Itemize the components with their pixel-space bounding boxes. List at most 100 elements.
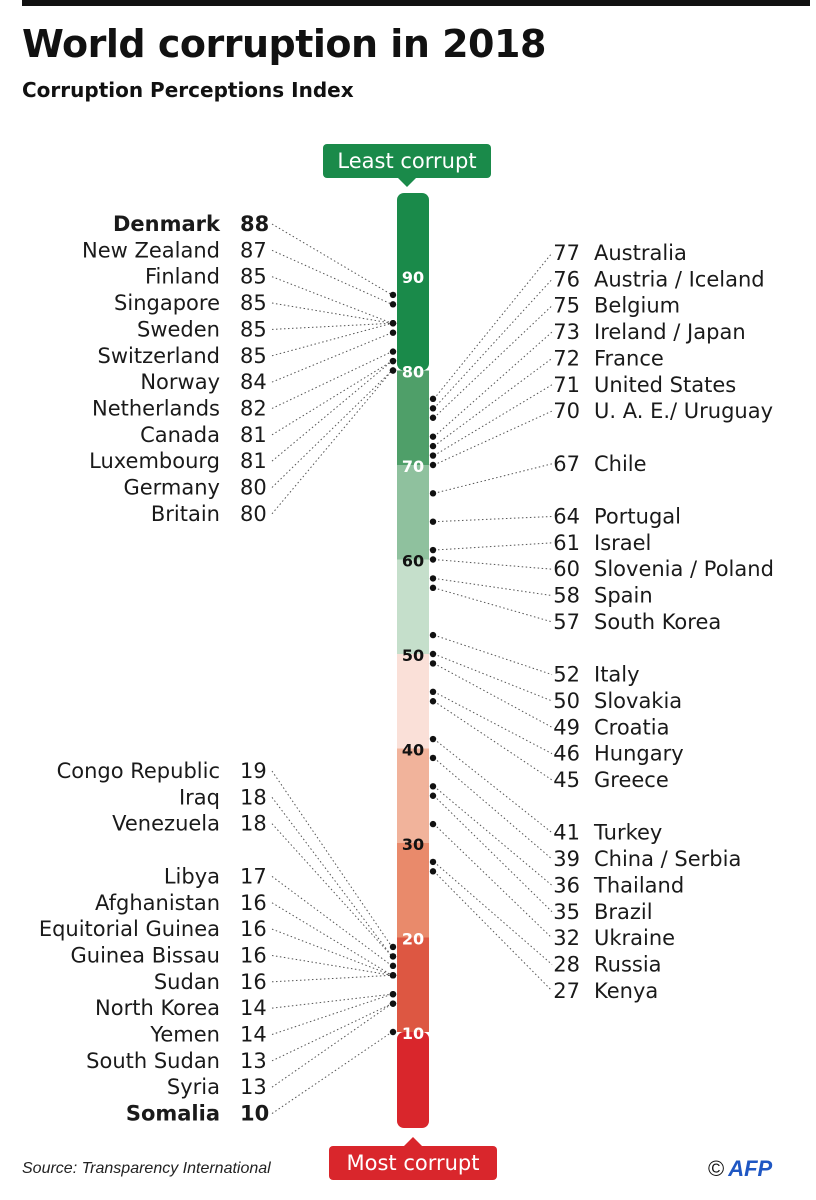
source-note: Source: Transparency International — [22, 1160, 271, 1177]
leader-line-australia — [433, 252, 553, 400]
data-point-slovenia-poland — [429, 556, 437, 563]
leader-line-switzerland — [271, 322, 393, 357]
top-rule — [22, 0, 810, 6]
color-band-70-80 — [397, 370, 429, 465]
leader-line-equitorial-guinea — [271, 928, 393, 976]
afp-logo: AFP — [728, 1156, 773, 1181]
score-label-finland: 85 — [240, 265, 267, 289]
score-label-netherlands: 82 — [240, 396, 267, 420]
score-label-britain: 80 — [240, 502, 267, 526]
data-point-turkey — [429, 735, 437, 743]
score-label-u-a-e-uruguay: 70 — [553, 399, 580, 423]
country-label-new-zealand: New Zealand — [82, 238, 220, 262]
tick-label-30: 30 — [402, 835, 424, 854]
tick-label-70: 70 — [402, 457, 424, 476]
data-point-australia — [429, 395, 437, 403]
leader-line-netherlands — [271, 351, 393, 409]
tick-label-60: 60 — [402, 552, 424, 571]
data-point-france — [429, 442, 437, 450]
leader-line-venezuela — [271, 823, 393, 957]
data-point-israel — [429, 546, 437, 554]
score-label-north-korea: 14 — [240, 996, 267, 1020]
country-label-luxembourg: Luxembourg — [89, 449, 220, 473]
leader-line-israel — [433, 542, 553, 551]
score-label-hungary: 46 — [553, 742, 580, 766]
country-label-israel: Israel — [594, 531, 651, 555]
leader-line-brazil — [433, 795, 553, 913]
data-point-croatia — [429, 660, 437, 667]
data-point-ireland-japan — [429, 433, 437, 440]
leader-line-chile — [433, 463, 553, 494]
country-label-turkey: Turkey — [593, 821, 662, 845]
score-label-afghanistan: 16 — [240, 891, 267, 915]
most-corrupt-label-box — [329, 1146, 497, 1180]
leader-line-thailand — [433, 785, 553, 886]
score-label-luxembourg: 81 — [240, 449, 267, 473]
country-label-france: France — [594, 346, 664, 370]
leader-line-singapore — [271, 302, 393, 324]
score-label-germany: 80 — [240, 476, 267, 500]
country-label-libya: Libya — [164, 864, 220, 888]
data-point-italy — [429, 631, 437, 639]
country-label-chile: Chile — [594, 452, 647, 476]
leader-line-syria — [271, 1003, 393, 1088]
score-label-croatia: 49 — [553, 715, 580, 739]
data-point-brazil — [429, 792, 437, 799]
most-corrupt-label-pointer — [404, 1137, 422, 1146]
data-point-syria — [389, 1000, 397, 1007]
country-label-united-states: United States — [594, 373, 736, 397]
country-label-sweden: Sweden — [137, 317, 220, 341]
least-corrupt-label-pointer — [398, 178, 416, 187]
score-label-south-sudan: 13 — [240, 1049, 267, 1073]
data-point-luxembourg — [389, 357, 397, 365]
country-label-ukraine: Ukraine — [594, 926, 675, 950]
color-band-10-20 — [397, 937, 429, 1032]
copyright-symbol: © — [708, 1156, 725, 1181]
country-label-north-korea: North Korea — [95, 996, 220, 1020]
country-label-spain: Spain — [594, 584, 653, 608]
leader-line-belgium — [433, 305, 553, 419]
score-label-equitorial-guinea: 16 — [240, 917, 267, 941]
score-label-denmark: 88 — [240, 212, 269, 236]
leader-line-greece — [433, 700, 553, 781]
country-label-germany: Germany — [123, 476, 220, 500]
data-point-chile — [429, 490, 437, 497]
leader-line-new-zealand — [271, 249, 393, 305]
leader-line-luxembourg — [271, 360, 393, 462]
leader-line-slovakia — [433, 653, 553, 702]
leader-line-north-korea — [271, 993, 393, 1009]
afp-credit: © AFP — [708, 1156, 772, 1182]
score-label-kenya: 27 — [553, 979, 580, 1003]
score-label-yemen: 14 — [240, 1023, 267, 1047]
leader-line-hungary — [433, 691, 553, 755]
leader-line-france — [433, 357, 553, 447]
color-band-50-60 — [397, 559, 429, 654]
country-label-yemen: Yemen — [149, 1023, 220, 1047]
leader-line-yemen — [271, 993, 393, 1035]
color-band-60-70 — [397, 465, 429, 560]
tick-label-90: 90 — [402, 268, 424, 287]
country-label-slovakia: Slovakia — [594, 689, 682, 713]
color-band-20-30 — [397, 843, 429, 938]
country-label-equitorial-guinea: Equitorial Guinea — [39, 917, 220, 941]
data-point-china-serbia — [429, 754, 437, 762]
data-point-new-zealand — [389, 301, 397, 308]
tick-label-80: 80 — [402, 363, 424, 382]
color-band-80-93 — [397, 193, 429, 371]
leader-line-slovenia-poland — [433, 559, 553, 570]
tick-label-40: 40 — [402, 741, 424, 760]
country-label-u-a-e-uruguay: U. A. E./ Uruguay — [594, 399, 773, 423]
country-label-hungary: Hungary — [594, 742, 684, 766]
country-label-belgium: Belgium — [594, 294, 680, 318]
leader-line-sweden — [271, 322, 393, 330]
most-corrupt-label: Most corrupt — [347, 1151, 480, 1175]
data-point-libya — [389, 962, 397, 970]
data-point-denmark — [389, 291, 397, 299]
country-label-greece: Greece — [594, 768, 669, 792]
leader-line-ireland-japan — [433, 331, 553, 438]
data-point-hungary — [429, 688, 437, 695]
leader-line-united-states — [433, 384, 553, 456]
country-label-canada: Canada — [140, 423, 220, 447]
country-label-afghanistan: Afghanistan — [95, 891, 220, 915]
country-label-finland: Finland — [145, 265, 220, 289]
